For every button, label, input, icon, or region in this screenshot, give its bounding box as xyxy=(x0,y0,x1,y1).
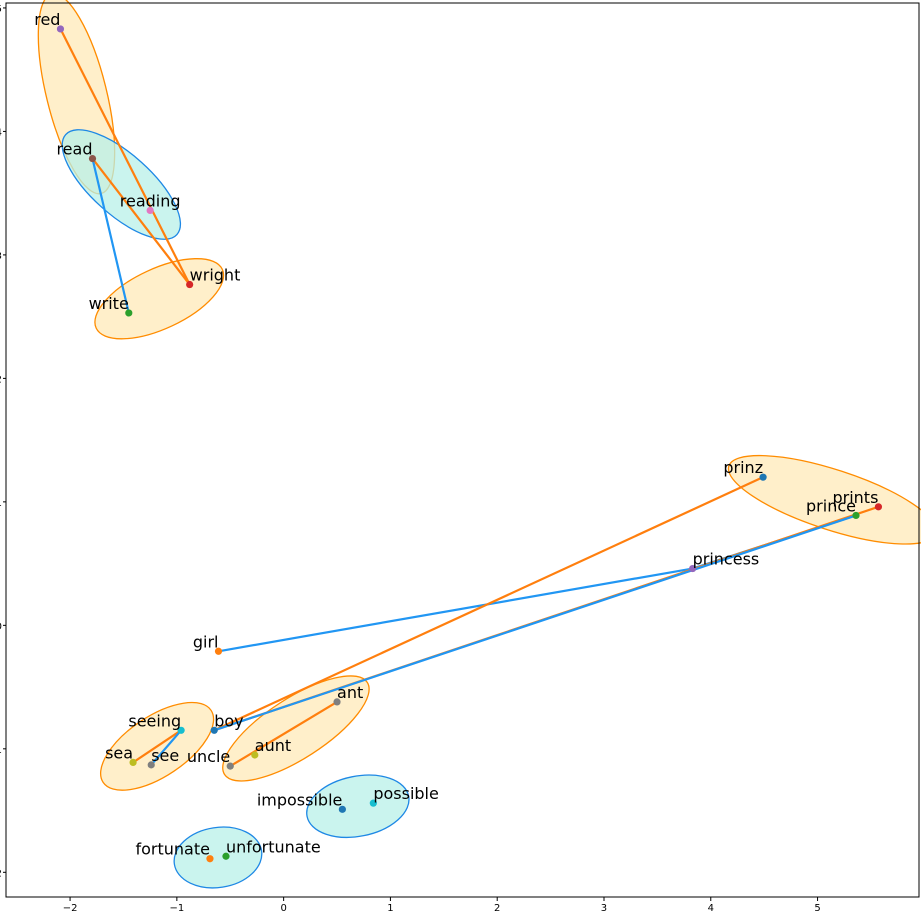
x-tick-label: 1 xyxy=(387,903,393,912)
cluster-ellipse xyxy=(173,826,263,889)
link-line xyxy=(213,514,858,732)
data-point xyxy=(226,762,234,770)
point-label: prince xyxy=(806,496,856,515)
x-tick-label: 3 xyxy=(601,903,607,912)
point-label: reading xyxy=(120,191,181,210)
link-line xyxy=(217,567,694,653)
y-tick-label: −2 xyxy=(0,868,2,879)
data-point xyxy=(874,503,883,511)
point-label: aunt xyxy=(255,736,291,755)
y-tick-label: 1 xyxy=(0,498,2,509)
cluster-ellipse xyxy=(61,129,182,240)
x-tick-label: −2 xyxy=(63,903,78,912)
y-tick-label: 0 xyxy=(0,621,2,632)
point-label: girl xyxy=(193,632,219,651)
x-tick-label: 5 xyxy=(814,903,820,912)
plot-frame xyxy=(5,2,920,898)
data-point xyxy=(852,511,860,520)
data-point xyxy=(146,206,154,215)
data-point xyxy=(177,726,185,734)
link-line xyxy=(229,700,339,768)
link-line xyxy=(131,729,183,764)
data-point xyxy=(369,799,377,807)
point-label: prints xyxy=(832,488,878,507)
data-point xyxy=(222,852,230,860)
point-label: read xyxy=(56,140,92,159)
data-point xyxy=(689,564,697,573)
link-line xyxy=(59,27,191,286)
data-point xyxy=(338,805,346,813)
data-point xyxy=(125,309,133,317)
y-tick-label: 5 xyxy=(0,4,2,15)
x-tick-label: 0 xyxy=(280,903,286,912)
y-tick-label: −1 xyxy=(0,745,2,756)
link-lines xyxy=(59,27,880,768)
link-line xyxy=(150,729,183,766)
x-tick-label: −1 xyxy=(169,903,184,912)
data-point xyxy=(206,855,214,863)
point-label: ant xyxy=(337,683,363,702)
y-tick-label: 3 xyxy=(0,251,2,262)
data-point xyxy=(186,280,194,289)
point-label: sea xyxy=(105,743,133,762)
y-tick-label: 2 xyxy=(0,374,2,385)
point-label: see xyxy=(151,746,179,765)
cluster-ellipse xyxy=(306,774,410,839)
data-point xyxy=(129,758,137,767)
axis-ticks: −2 −1 0 1 2 3 4 5 −2 −1 0 1 2 3 4 5 xyxy=(0,4,821,912)
point-label: wright xyxy=(190,266,241,285)
data-point xyxy=(214,647,223,655)
point-label: seeing xyxy=(128,711,181,730)
cluster-ellipse xyxy=(222,675,370,782)
x-tick-label: 2 xyxy=(494,903,500,912)
point-label: write xyxy=(89,294,129,313)
data-point xyxy=(147,761,155,769)
point-label: boy xyxy=(214,711,243,730)
point-label: princess xyxy=(693,550,760,569)
point-labels: redreadreadingwrightwriteprinzprintsprin… xyxy=(34,10,878,859)
data-point xyxy=(251,751,259,759)
data-point xyxy=(333,698,341,706)
data-point xyxy=(88,154,97,163)
data-point xyxy=(759,473,767,481)
x-tick-label: 4 xyxy=(708,903,714,912)
point-label: unfortunate xyxy=(226,837,321,856)
y-tick-label: 4 xyxy=(0,127,2,138)
link-line xyxy=(91,157,191,286)
cluster-ellipse xyxy=(727,454,921,545)
data-point xyxy=(56,25,65,33)
point-label: impossible xyxy=(257,790,343,809)
cluster-ellipse xyxy=(94,258,225,340)
data-points xyxy=(56,25,883,863)
point-label: fortunate xyxy=(135,840,209,859)
data-point xyxy=(210,726,218,734)
link-line xyxy=(213,476,765,732)
point-label: uncle xyxy=(187,747,230,766)
link-line xyxy=(91,157,130,315)
point-label: red xyxy=(34,10,60,29)
point-label: prinz xyxy=(723,458,763,477)
point-label: possible xyxy=(373,784,439,803)
